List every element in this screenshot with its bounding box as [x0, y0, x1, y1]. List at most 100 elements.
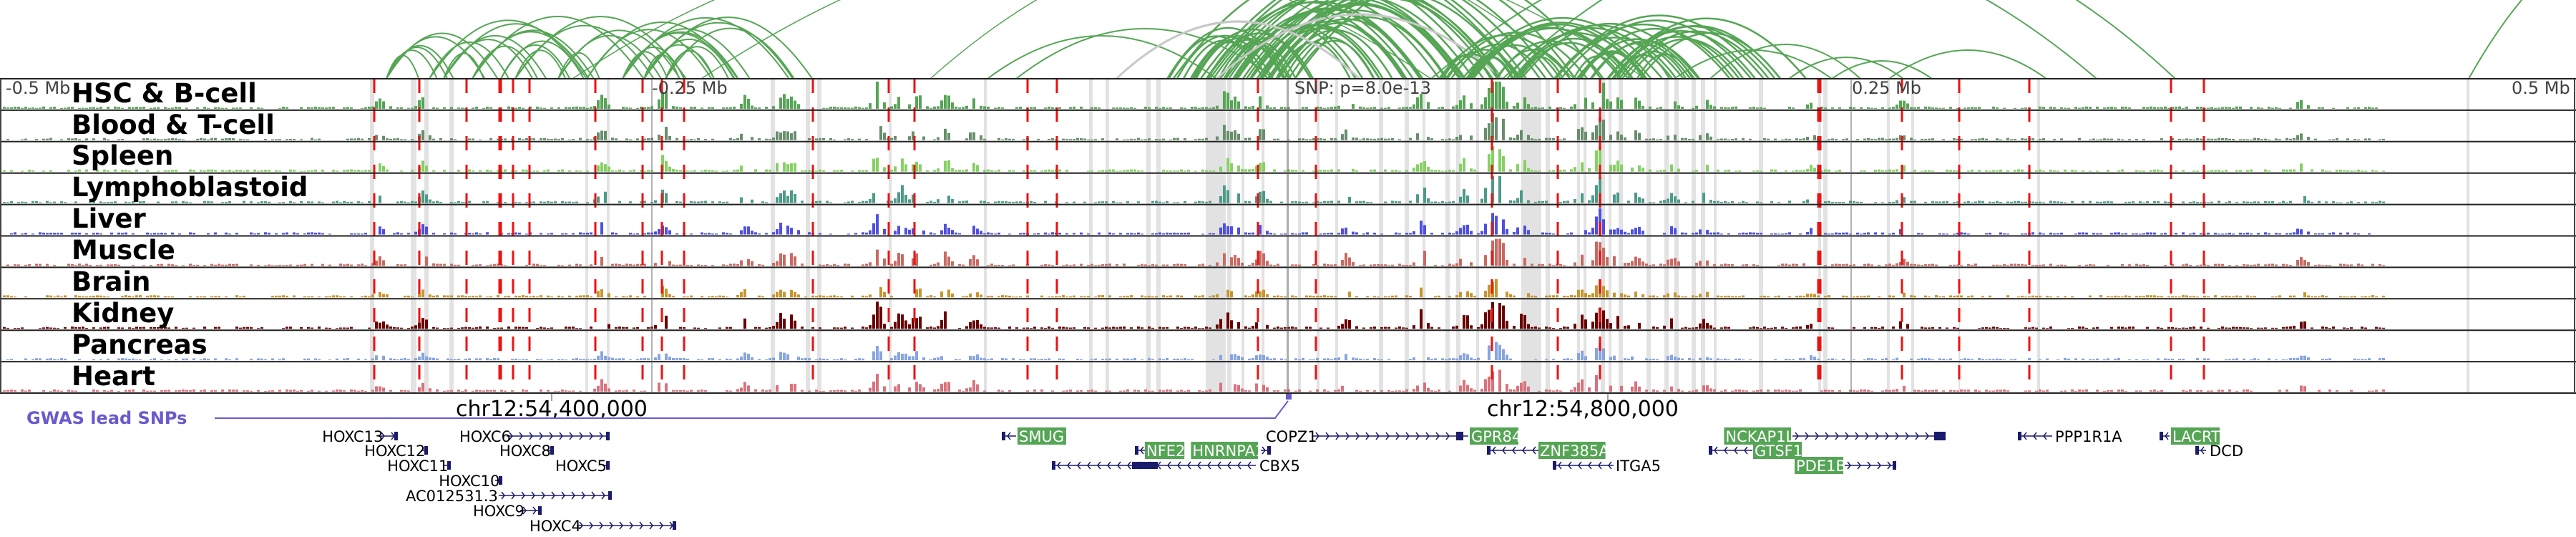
track-label-liver[interactable]: Liver: [72, 203, 146, 234]
gene-ac012531-3[interactable]: AC012531.3: [406, 488, 612, 505]
signal-bar: [937, 168, 940, 172]
exon-block: [608, 491, 612, 500]
signal-bar: [1506, 228, 1508, 235]
signal-bar: [1133, 107, 1136, 109]
gene-hoxc9[interactable]: HOXC9: [473, 503, 542, 520]
signal-bar: [1652, 295, 1655, 298]
signal-bar: [525, 264, 528, 266]
signal-bar: [729, 137, 732, 140]
gene-hoxc11[interactable]: HOXC11: [387, 458, 451, 475]
signal-bar: [1824, 296, 1827, 298]
signal-bar: [1627, 358, 1630, 361]
axis-labels: -0.5 Mb -0.25 Mb SNP: p=8.0e-13 0.25 Mb …: [6, 78, 2570, 98]
signal-bar: [1319, 233, 1322, 235]
signal-bar: [962, 296, 965, 298]
signal-bar: [203, 390, 206, 392]
track-label-blood-t-cell[interactable]: Blood & T-cell: [72, 110, 275, 140]
gene-znf385a[interactable]: ZNF385A: [1487, 442, 1609, 460]
track-label-heart[interactable]: Heart: [72, 361, 155, 392]
interaction-arc: [443, 23, 590, 79]
strand-arrow-icon: [1885, 432, 1889, 440]
signal-bar: [218, 263, 220, 266]
signal-bar: [1570, 232, 1573, 235]
signal-bar: [2368, 107, 2371, 109]
signal-bar: [665, 353, 668, 361]
signal-bar: [1305, 295, 1308, 298]
signal-bar: [1223, 223, 1226, 235]
signal-bar: [2003, 107, 2006, 109]
track-label-pancreas[interactable]: Pancreas: [72, 329, 208, 360]
gwas-lead-snp-marker[interactable]: [1286, 394, 1292, 400]
signal-bar: [139, 326, 142, 329]
signal-bar: [1040, 389, 1043, 392]
track-label-spleen[interactable]: Spleen: [72, 140, 173, 171]
signal-bar: [2300, 257, 2303, 266]
gene-hoxc10[interactable]: HOXC10: [439, 473, 502, 490]
interaction-arc: [1512, 27, 1674, 79]
gene-itga5[interactable]: ITGA5: [1553, 458, 1661, 475]
signal-bar: [1359, 390, 1362, 392]
gene-hoxc12[interactable]: HOXC12: [364, 442, 428, 460]
gene-hoxc4[interactable]: HOXC4: [530, 518, 676, 535]
strand-arrow-icon: [2200, 446, 2205, 455]
signal-bar: [1173, 170, 1176, 172]
gene-gpr84[interactable]: GPR84: [1460, 427, 1521, 445]
signal-bar: [2064, 296, 2067, 298]
signal-bar: [2368, 358, 2371, 361]
gene-hoxc13[interactable]: HOXC13: [322, 428, 398, 445]
signal-bar: [1051, 138, 1054, 140]
track-label-kidney[interactable]: Kidney: [72, 298, 174, 329]
gene-smug1[interactable]: SMUG1: [1002, 427, 1073, 445]
snp-pvalue-label: SNP: p=8.0e-13: [1294, 78, 1431, 98]
gene-hoxc6[interactable]: HOXC6: [459, 428, 610, 445]
signal-bar: [2296, 259, 2299, 266]
signal-bar: [1262, 289, 1265, 298]
gene-cbx5[interactable]: CBX5: [1052, 458, 1300, 475]
signal-bar: [2031, 138, 2034, 140]
signal-bar: [6, 359, 9, 361]
gene-ppp1r1a[interactable]: PPP1R1A: [2018, 428, 2122, 445]
signal-bar: [1684, 202, 1687, 203]
gene-pde1b[interactable]: PDE1B: [1795, 457, 1896, 475]
signal-bar: [49, 107, 52, 109]
strand-arrow-icon: [522, 506, 527, 515]
signal-bar: [836, 327, 839, 329]
signal-bar: [761, 201, 764, 203]
track-label-muscle[interactable]: Muscle: [72, 235, 175, 266]
signal-bar: [1191, 359, 1194, 361]
signal-bar: [518, 296, 521, 298]
gene-lacrt[interactable]: LACRT: [2160, 427, 2220, 445]
gene-hoxc5[interactable]: HOXC5: [555, 458, 610, 475]
gene-hoxc8[interactable]: HOXC8: [499, 442, 554, 460]
signal-bar: [514, 358, 517, 361]
signal-bar: [1091, 263, 1093, 266]
strand-arrow-icon: [629, 521, 633, 530]
gene-nfe2[interactable]: NFE2: [1135, 442, 1185, 460]
gene-hnrnpa1[interactable]: HNRNPA1: [1191, 442, 1271, 460]
signal-bar: [404, 201, 406, 203]
signal-bar: [429, 294, 431, 298]
gene-gtsf1[interactable]: GTSF1: [1709, 442, 1802, 460]
gene-dcd[interactable]: DCD: [2195, 442, 2243, 460]
signal-bar: [160, 390, 163, 392]
signal-bar: [2246, 295, 2249, 298]
track-label-hsc-b-cell[interactable]: HSC & B-cell: [72, 78, 257, 109]
signal-bar: [1280, 296, 1283, 298]
signal-bar: [99, 264, 102, 266]
gene-copz1[interactable]: COPZ1: [1266, 428, 1460, 445]
track-label-brain[interactable]: Brain: [72, 266, 150, 297]
signal-bar: [661, 155, 664, 172]
signal-bar: [2289, 169, 2292, 172]
signal-bar: [1337, 200, 1340, 203]
signal-bar: [472, 107, 474, 109]
signal-bar: [1663, 390, 1666, 392]
signal-bar: [1201, 107, 1204, 109]
signal-bar: [307, 358, 310, 361]
signal-bar: [2225, 107, 2228, 109]
signal-bar: [2028, 296, 2031, 298]
signal-bar: [125, 295, 127, 298]
signal-bar: [622, 107, 625, 109]
signal-bar: [1692, 295, 1694, 298]
track-label-lymphoblastoid[interactable]: Lymphoblastoid: [72, 172, 308, 203]
signal-bar: [622, 326, 625, 329]
